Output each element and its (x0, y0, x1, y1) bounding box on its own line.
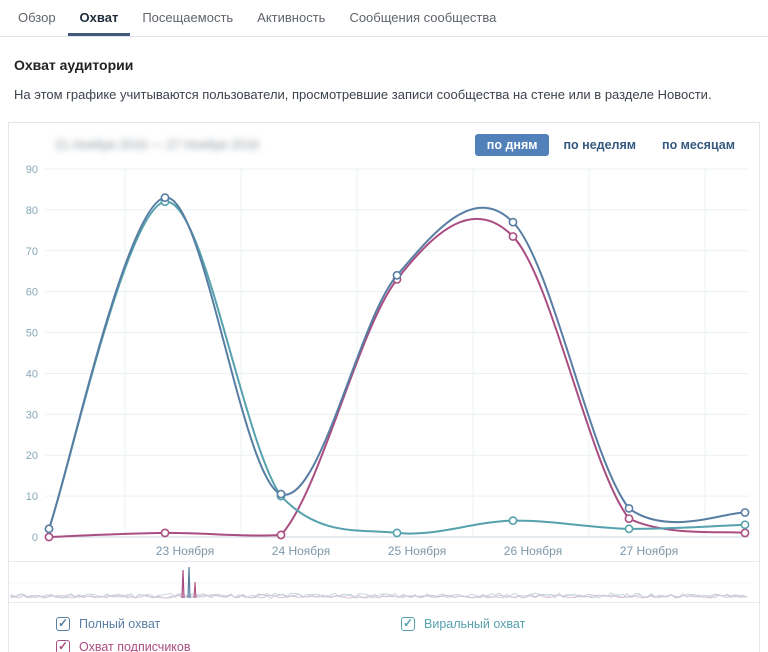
minimap-spike-full (187, 566, 191, 599)
y-tick-label: 90 (26, 164, 38, 176)
tab-overview[interactable]: Обзор (18, 10, 56, 25)
data-point (44, 532, 54, 542)
data-point (160, 528, 170, 538)
y-tick-label: 10 (26, 491, 38, 503)
series-line-1 (48, 200, 746, 535)
reach-chart-svg[interactable]: 0 10 20 30 40 50 60 70 80 90 23 Ноября 24 Ноября 25 … (9, 157, 753, 561)
check-icon: ✓ (58, 638, 69, 652)
checkbox-full-reach[interactable]: ✓ (56, 615, 70, 631)
data-point (624, 514, 634, 523)
data-point (160, 193, 170, 203)
x-tick-label: 27 Ноября (620, 544, 678, 558)
check-icon: ✓ (403, 615, 414, 630)
y-tick-label: 80 (26, 205, 38, 217)
y-tick-label: 0 (32, 532, 38, 544)
tab-traffic[interactable]: Посещаемость (142, 10, 234, 25)
minimap-noise-full (10, 592, 748, 599)
legend-label-full-reach: Полный охват (79, 616, 161, 631)
period-by-day-button[interactable]: по дням (474, 133, 550, 156)
date-range[interactable]: 21 Ноября 2016 — 27 Ноября 2016 (55, 137, 259, 152)
x-tick-label: 24 Ноября (272, 544, 330, 558)
chart-header: 21 Ноября 2016 — 27 Ноября 2016 по дням … (9, 123, 759, 157)
legend-label-subscribers-reach: Охват подписчиков (79, 639, 191, 652)
data-point (624, 503, 634, 513)
data-point (276, 530, 286, 540)
checkbox-subscribers-reach[interactable]: ✓ (56, 638, 70, 652)
legend-item-full-reach[interactable]: ✓ Полный охват (56, 612, 401, 635)
data-point (508, 516, 518, 526)
series-line-2 (48, 217, 746, 538)
check-icon: ✓ (58, 615, 69, 630)
x-tick-label: 25 Ноября (388, 544, 446, 558)
minimap-noise-subs (10, 594, 748, 599)
data-point (740, 528, 750, 538)
y-tick-label: 70 (26, 246, 38, 258)
data-point (740, 508, 750, 517)
tab-activity[interactable]: Активность (257, 10, 326, 25)
chart-minimap[interactable] (9, 561, 759, 603)
minimap-spike-secondary (193, 581, 197, 599)
period-switcher: по дням по неделям по месяцам (473, 133, 747, 156)
section-description: На этом графике учитываются пользователи… (14, 87, 712, 102)
page-title: Охват аудитории (14, 57, 134, 73)
data-point (276, 489, 286, 499)
data-point (740, 520, 750, 530)
data-point (392, 270, 402, 280)
stats-tabbar: Обзор Охват Посещаемость Активность Сооб… (0, 0, 768, 37)
minimap-svg[interactable] (9, 563, 751, 603)
legend-label-viral-reach: Виральный охват (424, 616, 526, 631)
x-tick-label: 26 Ноября (504, 544, 562, 558)
data-point (508, 232, 518, 241)
minimap-noise-viral (10, 593, 748, 599)
minimap-spike-subscribers (181, 569, 185, 599)
y-tick-label: 50 (26, 328, 38, 340)
legend-item-subscribers-reach[interactable]: ✓ Охват подписчиков (56, 635, 401, 652)
data-point (624, 524, 634, 534)
data-point (44, 524, 54, 534)
period-by-week-button[interactable]: по неделям (563, 137, 637, 152)
y-tick-label: 20 (26, 450, 38, 462)
legend-item-viral-reach[interactable]: ✓ Виральный охват (401, 612, 746, 635)
checkbox-viral-reach[interactable]: ✓ (401, 615, 415, 631)
x-tick-label: 23 Ноября (156, 544, 214, 558)
series-line-0 (48, 196, 746, 530)
data-point (392, 528, 402, 538)
reach-chart-card: 21 Ноября 2016 — 27 Ноября 2016 по дням … (8, 122, 760, 652)
y-tick-label: 60 (26, 287, 38, 299)
chart-legend: ✓ Полный охват ✓ Виральный охват ✓ Охват… (9, 603, 759, 652)
reach-section-header: Охват аудитории На этом графике учитываю… (0, 37, 768, 116)
tab-messages[interactable]: Сообщения сообщества (349, 10, 497, 25)
y-tick-label: 30 (26, 409, 38, 421)
tab-reach[interactable]: Охват (67, 0, 131, 36)
data-point (508, 217, 518, 227)
period-by-month-button[interactable]: по месяцам (662, 137, 735, 152)
y-tick-label: 40 (26, 368, 38, 380)
